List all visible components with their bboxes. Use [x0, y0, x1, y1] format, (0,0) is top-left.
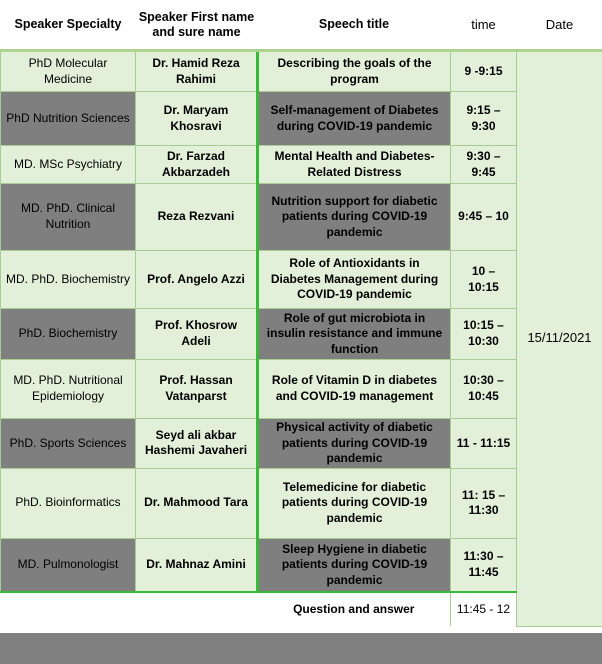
speech-title-cell: Role of gut microbiota in insulin resist… [256, 308, 451, 360]
specialty-cell: MD. PhD. Clinical Nutrition [0, 183, 136, 251]
speaker-name-cell: Dr. Maryam Khosravi [135, 91, 258, 146]
specialty-cell: MD. MSc Psychiatry [0, 145, 136, 184]
speaker-row: PhD. Sports Sciences Seyd ali akbar Hashe… [0, 418, 602, 469]
time-cell: 9:30 – 9:45 [450, 145, 517, 184]
speaker-row: PhD Nutrition Sciences Dr. Maryam Khosrav… [0, 91, 602, 146]
speech-title-cell: Sleep Hygiene in diabetic patients durin… [256, 537, 451, 594]
speech-title-cell: Telemedicine for diabetic patients durin… [256, 467, 451, 539]
time-cell: 9 -9:15 [450, 50, 517, 92]
speech-title-cell: Nutrition support for diabetic patients … [256, 183, 451, 251]
speaker-row: MD. MSc Psychiatry Dr. Farzad Akbarzadeh M… [0, 145, 602, 184]
speaker-name-cell: Dr. Mahnaz Amini [135, 537, 258, 594]
date-cell: 15/11/2021 [516, 50, 602, 627]
speech-title-cell: Role of Vitamin D in diabetes and COVID-… [256, 359, 451, 419]
speech-title-cell: Self-management of Diabetes during COVID… [256, 91, 451, 146]
time-cell: 10:30 – 10:45 [450, 359, 517, 419]
speech-title-cell: Role of Antioxidants in Diabetes Managem… [256, 250, 451, 309]
time-cell: 11 - 11:15 [450, 418, 517, 469]
header-date: Date [516, 0, 602, 52]
specialty-cell: PhD. Biochemistry [0, 308, 136, 360]
speaker-name-cell: Reza Rezvani [135, 183, 258, 251]
speaker-row: PhD. Bioinformatics Dr. Mahmood Tara Telem… [0, 467, 602, 539]
speaker-row: MD. Pulmonologist Dr. Mahnaz Amini Sleep H… [0, 537, 602, 594]
time-cell: 9:45 – 10 [450, 183, 517, 251]
speaker-row: PhD Molecular Medicine Dr. Hamid Reza Rah… [0, 50, 602, 627]
empty-cell [135, 592, 258, 627]
specialty-cell: PhD Nutrition Sciences [0, 91, 136, 146]
speaker-name-cell: Seyd ali akbar Hashemi Javaheri [135, 418, 258, 469]
header-speech-title: Speech title [257, 0, 451, 52]
header-time: time [450, 0, 517, 52]
footer-bar [0, 633, 602, 664]
speech-title-cell: Physical activity of diabetic patients d… [256, 418, 451, 469]
specialty-cell: PhD. Sports Sciences [0, 418, 136, 469]
header-row: Speaker Specialty Speaker First name and… [0, 0, 602, 52]
qa-time-cell: 11:45 - 12 [450, 592, 517, 627]
time-cell: 11: 15 – 11:30 [450, 467, 517, 539]
header-speaker-name: Speaker First name and sure name [135, 0, 258, 52]
speaker-row: MD. PhD. Biochemistry Prof. Angelo Azzi Ro… [0, 250, 602, 309]
speaker-name-cell: Dr. Mahmood Tara [135, 467, 258, 539]
qa-row: Question and answer 11:45 - 12 [0, 592, 602, 627]
time-cell: 11:30 – 11:45 [450, 537, 517, 594]
time-cell: 10:15 – 10:30 [450, 308, 517, 360]
qa-title-cell: Question and answer [257, 592, 451, 627]
time-cell: 10 – 10:15 [450, 250, 517, 309]
specialty-cell: MD. PhD. Nutritional Epidemiology [0, 359, 136, 419]
schedule-body: PhD Molecular Medicine Dr. Hamid Reza Rah… [0, 50, 602, 627]
empty-cell [0, 592, 136, 627]
specialty-cell: MD. Pulmonologist [0, 537, 136, 594]
speaker-name-cell: Prof. Khosrow Adeli [135, 308, 258, 360]
specialty-cell: PhD Molecular Medicine [0, 50, 136, 92]
speech-title-cell: Mental Health and Diabetes-Related Distr… [256, 145, 451, 184]
speaker-name-cell: Dr. Farzad Akbarzadeh [135, 145, 258, 184]
speaker-name-cell: Dr. Hamid Reza Rahimi [135, 50, 258, 92]
speaker-row: MD. PhD. Clinical Nutrition Reza Rezvani N… [0, 183, 602, 251]
speech-title-cell: Describing the goals of the program [256, 50, 451, 92]
specialty-cell: PhD. Bioinformatics [0, 467, 136, 539]
time-cell: 9:15 – 9:30 [450, 91, 517, 146]
schedule-table: Speaker Specialty Speaker First name and… [0, 0, 602, 627]
speaker-row: MD. PhD. Nutritional Epidemiology Prof. H… [0, 359, 602, 419]
header-speaker-specialty: Speaker Specialty [0, 0, 136, 52]
speaker-name-cell: Prof. Angelo Azzi [135, 250, 258, 309]
speaker-name-cell: Prof. Hassan Vatanparst [135, 359, 258, 419]
speaker-row: PhD. Biochemistry Prof. Khosrow Adeli Role… [0, 308, 602, 360]
specialty-cell: MD. PhD. Biochemistry [0, 250, 136, 309]
